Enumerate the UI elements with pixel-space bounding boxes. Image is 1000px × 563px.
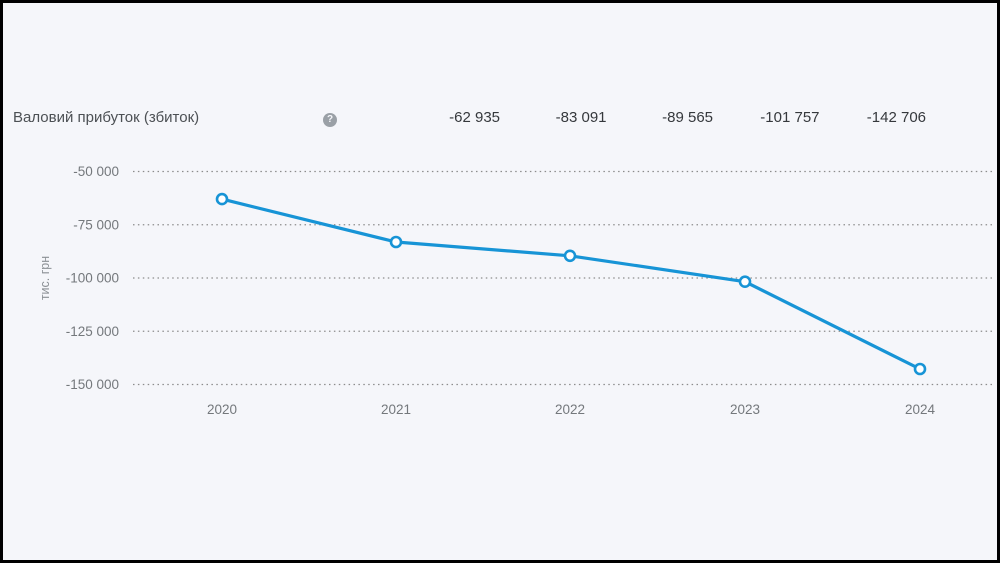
- y-tick-label: -150 000: [66, 377, 119, 392]
- data-point-2024[interactable]: [913, 362, 927, 376]
- data-point-2022[interactable]: [563, 249, 577, 263]
- indicator-value-2023: -101 757: [760, 109, 820, 126]
- indicator-value-2024: -142 706: [866, 109, 926, 126]
- y-tick-label: -50 000: [73, 164, 119, 179]
- chart-canvas: -50 000 -75 000 -100 000 -125 000 -150 000 ти…: [38, 164, 995, 417]
- y-tick-label: -75 000: [73, 217, 119, 232]
- y-axis-title: тис. грн: [38, 256, 52, 300]
- y-tick-label: -125 000: [66, 324, 119, 339]
- line-chart: -50 000 -75 000 -100 000 -125 000 -150 000 ти…: [3, 3, 997, 560]
- x-tick-label-2022: 2022: [555, 402, 585, 417]
- x-tick-label-2024: 2024: [905, 402, 936, 417]
- help-icon[interactable]: ?: [323, 113, 337, 127]
- x-tick-label-2021: 2021: [381, 402, 411, 417]
- data-point-2023[interactable]: [738, 275, 752, 289]
- x-tick-label-2023: 2023: [730, 402, 760, 417]
- x-tick-label-2020: 2020: [207, 402, 237, 417]
- indicator-title: Валовий прибуток (збиток): [13, 109, 200, 126]
- y-tick-label: -100 000: [66, 271, 119, 286]
- indicator-value-2022: -89 565: [662, 109, 713, 126]
- indicator-value-2021: -83 091: [555, 109, 607, 126]
- indicator-value-2020: -62 935: [449, 109, 500, 126]
- data-point-2020[interactable]: [215, 192, 229, 206]
- data-point-2021[interactable]: [389, 235, 403, 249]
- indicator-values-row: -62 935 -83 091 -89 565 -101 757 -142 706: [3, 109, 997, 129]
